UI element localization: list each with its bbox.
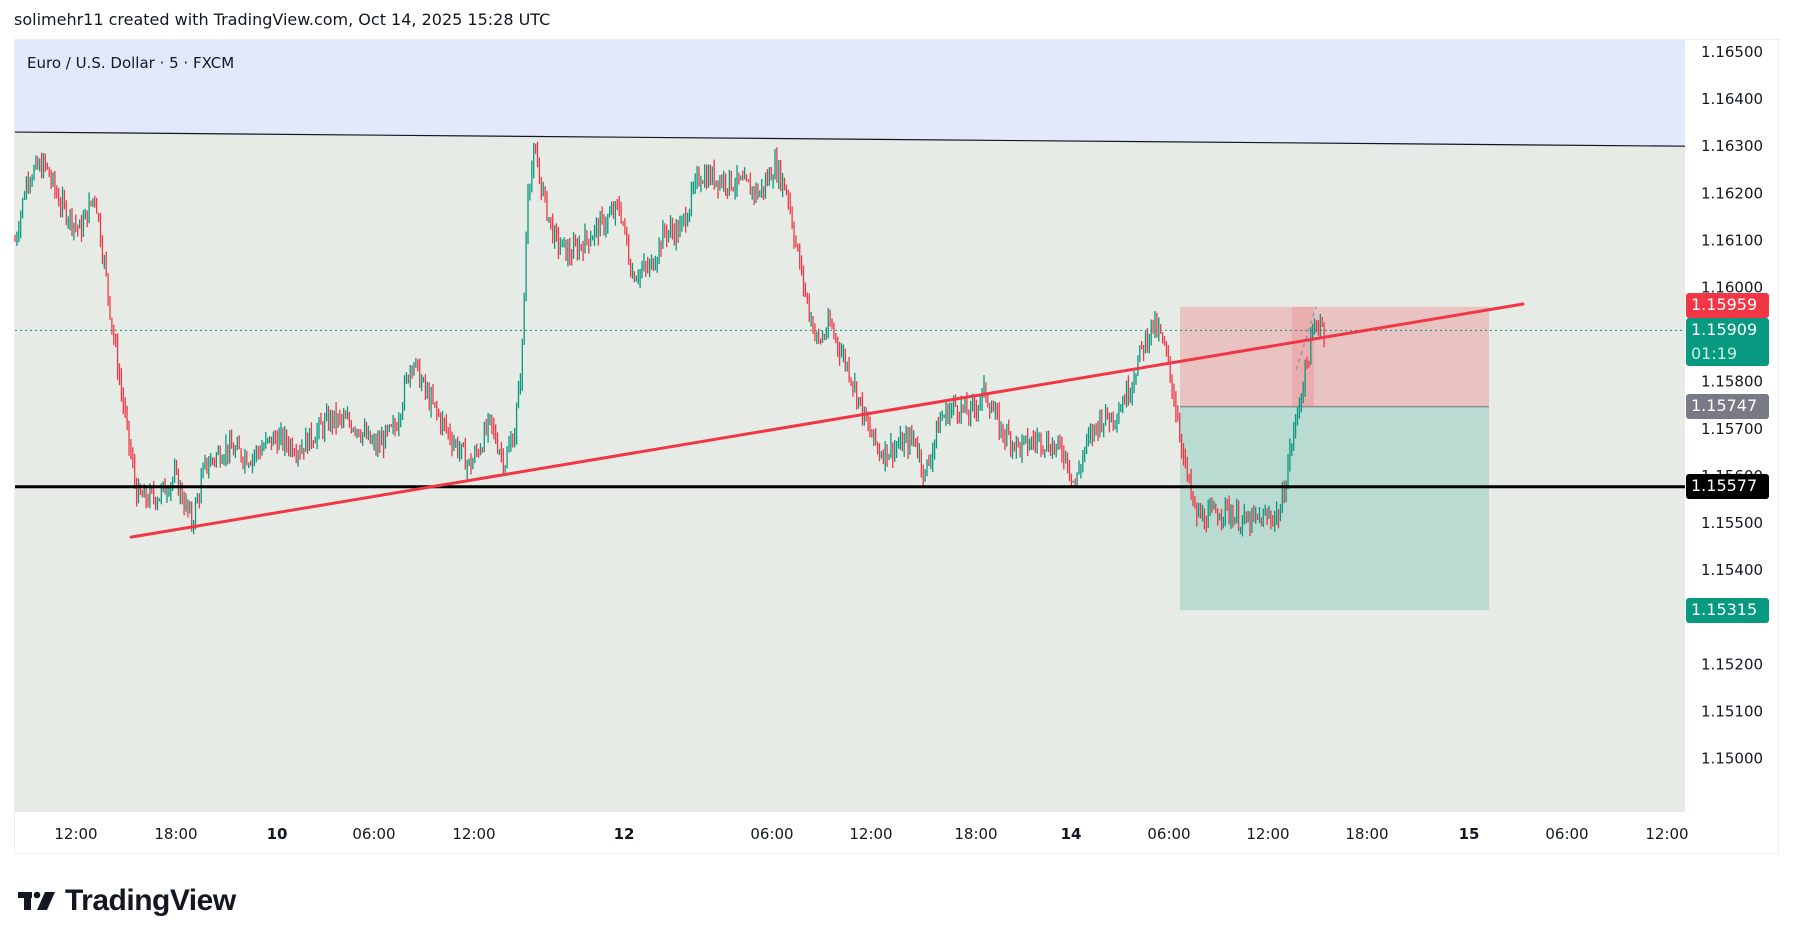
price-tick-label: 1.15100	[1701, 702, 1763, 720]
last-price-tag: 1.15909 01:19	[1686, 318, 1769, 366]
candles	[14, 141, 1325, 537]
entry-price-tag: 1.15747	[1686, 394, 1769, 420]
last-price-tag-value: 1.15909	[1691, 320, 1758, 339]
price-tick-label: 1.16200	[1701, 184, 1763, 202]
time-tick-label: 06:00	[1147, 825, 1190, 843]
price-tick-label: 1.16100	[1701, 231, 1763, 249]
time-tick-label: 15	[1459, 825, 1480, 843]
stop-price-tag: 1.15959	[1686, 293, 1769, 318]
tradingview-logo-icon	[18, 891, 55, 910]
rising-trendline[interactable]	[129, 302, 1525, 539]
stop-loss-zone[interactable]	[1180, 306, 1489, 407]
trade-path-line	[1295, 306, 1317, 371]
stop-price-tag-value: 1.15959	[1691, 295, 1758, 314]
price-tick-label: 1.16300	[1701, 137, 1763, 155]
price-axis[interactable]	[1685, 40, 1778, 812]
time-axis-ticks: 12:00 18:00 10 06:00 12:00 12 06:00 12:00 18:00 1…	[54, 825, 1688, 843]
upper-trendline[interactable]	[14, 131, 1686, 147]
time-tick-label: 12:00	[452, 825, 495, 843]
time-tick-label: 18:00	[1345, 825, 1388, 843]
price-tick-label: 1.15200	[1701, 655, 1763, 673]
chart-frame	[14, 39, 1779, 854]
tradingview-logo-text: TradingView	[65, 884, 236, 917]
price-tick-label: 1.15400	[1701, 561, 1763, 579]
price-tick-label: 1.15700	[1701, 420, 1763, 438]
time-tick-label: 12:00	[1645, 825, 1688, 843]
blue-zone	[15, 40, 1685, 147]
target-price-tag-value: 1.15315	[1691, 599, 1758, 619]
chart-credit: solimehr11 created with TradingView.com,…	[14, 10, 551, 29]
target-price-tag: 1.15315	[1686, 597, 1769, 623]
chart-pane[interactable]	[15, 40, 1685, 812]
tradingview-logo[interactable]: TradingView	[18, 884, 236, 918]
time-tick-label: 06:00	[750, 825, 793, 843]
time-tick-label: 12:00	[1246, 825, 1289, 843]
time-tick-label: 18:00	[954, 825, 997, 843]
price-tick-label: 1.15800	[1701, 373, 1763, 391]
time-tick-label: 18:00	[154, 825, 197, 843]
time-axis[interactable]	[15, 812, 1778, 853]
support-price-tag-value: 1.15577	[1691, 476, 1758, 496]
time-tick-label: 10	[267, 825, 288, 843]
time-tick-label: 14	[1061, 825, 1082, 843]
time-tick-label: 12:00	[54, 825, 97, 843]
price-tick-label: 1.16400	[1701, 90, 1763, 108]
price-tick-label: 1.16500	[1701, 43, 1763, 61]
bar-countdown: 01:19	[1691, 344, 1738, 363]
price-tick-label: 1.15500	[1701, 514, 1763, 532]
short-position-tool[interactable]	[1180, 306, 1489, 611]
time-tick-label: 06:00	[352, 825, 395, 843]
price-tick-label: 1.16000	[1701, 279, 1763, 297]
entry-price-tag-value: 1.15747	[1691, 396, 1758, 416]
take-profit-zone[interactable]	[1180, 406, 1489, 611]
support-price-tag: 1.15577	[1686, 474, 1769, 500]
price-axis-ticks: 1.16500 1.16400 1.16300 1.16200 1.16100 1.160…	[1701, 43, 1763, 768]
time-tick-label: 12	[614, 825, 635, 843]
time-tick-label: 06:00	[1545, 825, 1588, 843]
time-tick-label: 12:00	[849, 825, 892, 843]
price-tick-label: 1.15000	[1701, 750, 1763, 768]
symbol-title[interactable]: Euro / U.S. Dollar · 5 · FXCM	[27, 54, 235, 72]
